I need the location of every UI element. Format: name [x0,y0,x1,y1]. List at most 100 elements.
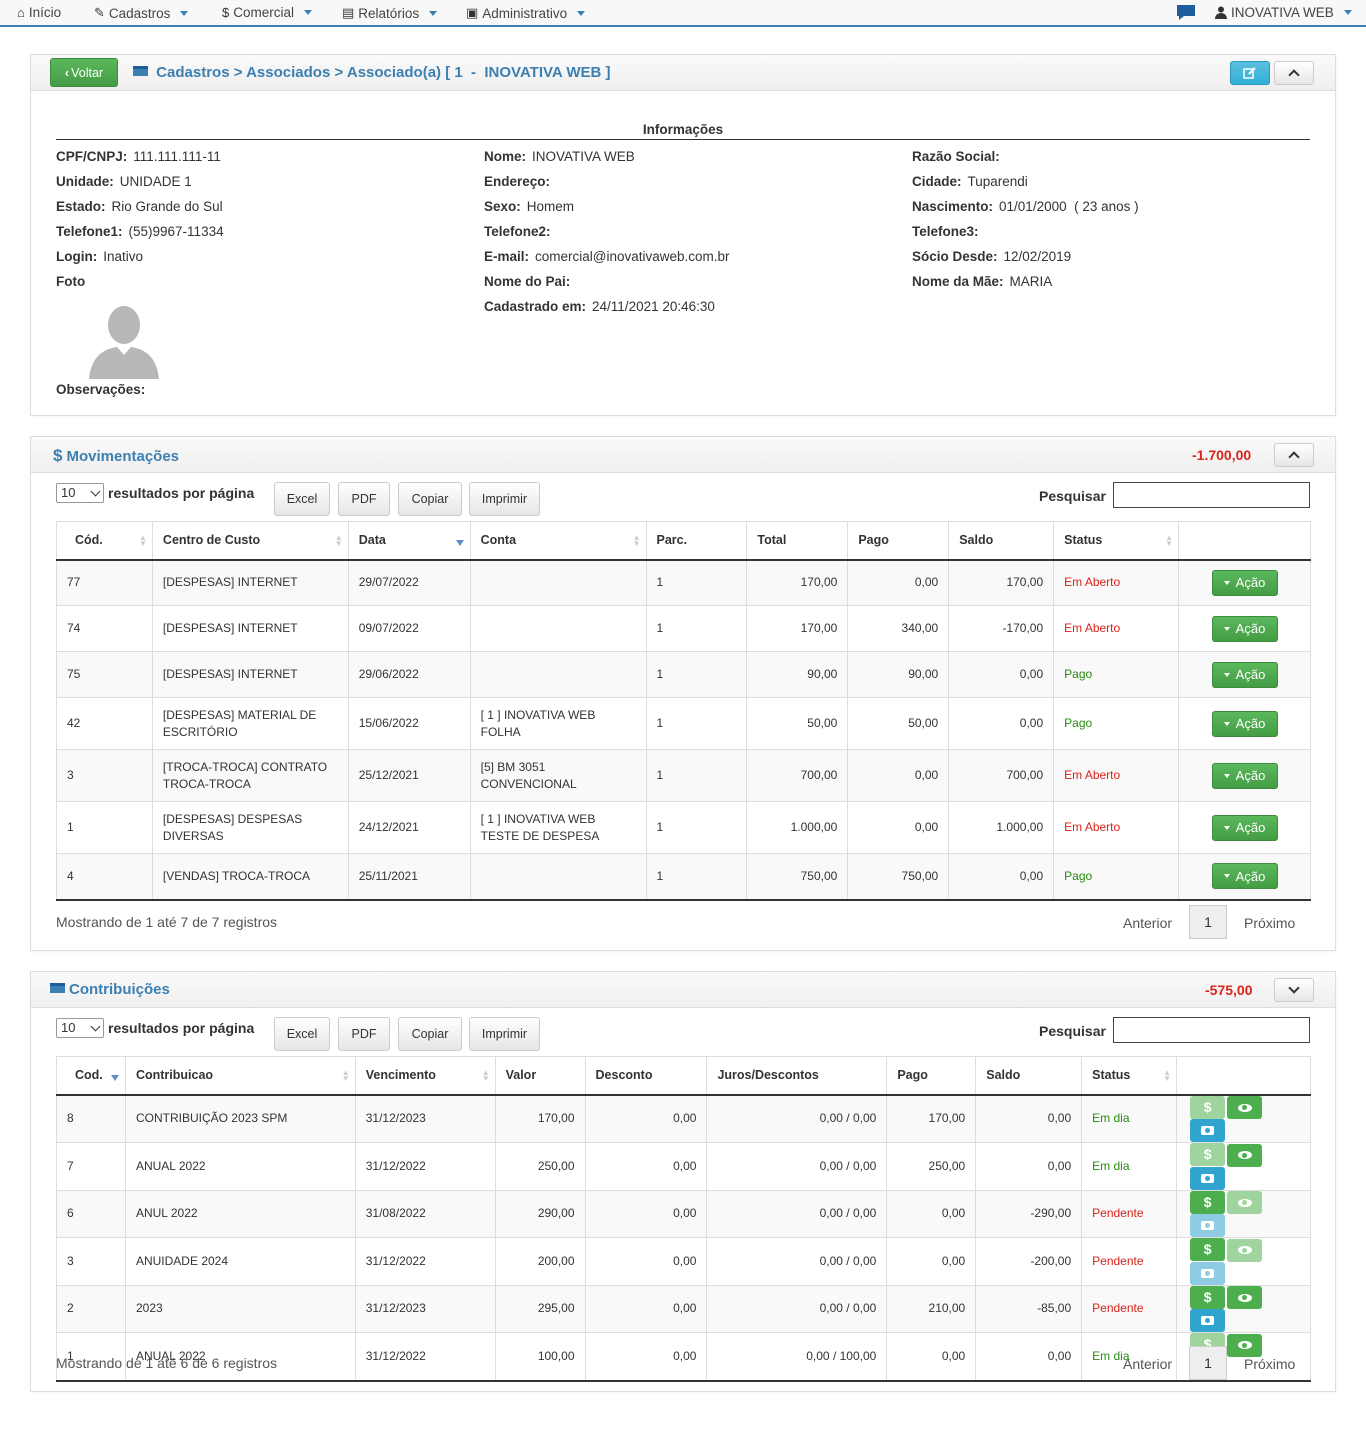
photo-button[interactable] [1190,1166,1226,1190]
collapse-button[interactable] [1274,61,1314,85]
breadcrumb-cadastros[interactable]: Cadastros [156,64,230,81]
edit-button[interactable] [1230,61,1270,85]
column-header[interactable]: Data [348,521,471,561]
pdf-button[interactable]: PDF [338,482,390,516]
view-button[interactable] [1227,1143,1263,1167]
messages-button[interactable] [1176,4,1196,22]
acao-button[interactable]: Ação [1211,661,1278,688]
column-header[interactable]: Status ▲ ▼ [1053,521,1179,561]
view-button[interactable] [1227,1191,1263,1214]
info-field: Sócio Desde: 12/02/2019 [912,249,1071,264]
table-row: 75 [DESPESAS] INTERNET 29/06/2022 1 90,00 90,… [56,651,1311,698]
pay-button[interactable]: $ [1190,1095,1226,1119]
column-header[interactable]: Status ▲ ▼ [1081,1056,1178,1096]
pay-button[interactable]: $ [1190,1190,1226,1214]
nav-cadastros[interactable]: ✎ Cadastros [94,5,189,21]
table-row: 74 [DESPESAS] INTERNET 09/07/2022 1 170,00 34… [56,605,1311,652]
acao-button[interactable]: Ação [1211,814,1278,841]
copy-button[interactable]: Copiar [398,482,462,516]
copy-button[interactable]: Copiar [398,1017,462,1051]
obs-label: Observações: [56,382,146,397]
acao-button[interactable]: Ação [1211,863,1278,890]
column-header[interactable]: Total [746,521,849,561]
column-header[interactable] [1178,521,1311,561]
acao-button[interactable]: Ação [1211,762,1278,789]
next-button[interactable]: Próximo [1244,1356,1296,1372]
column-header[interactable]: Vencimento ▲ ▼ [355,1056,496,1096]
info-field: Nome do Pai: [484,274,576,289]
cell-actions: $ [1176,1142,1311,1191]
photo-button[interactable] [1190,1309,1226,1332]
prev-button[interactable]: Anterior [1123,1356,1173,1372]
print-button[interactable]: Imprimir [469,1017,540,1051]
column-header[interactable] [1176,1056,1311,1096]
pdf-button[interactable]: PDF [338,1017,390,1051]
column-header[interactable]: Pago [886,1056,977,1096]
pay-button[interactable]: $ [1190,1238,1226,1261]
camera-icon [1201,1268,1215,1278]
column-header-label: Juros/Descontos [717,1068,819,1083]
print-button[interactable]: Imprimir [469,482,540,516]
nav-relatorios[interactable]: ▤ Relatórios [342,5,438,21]
page-1-button[interactable]: 1 [1189,905,1227,939]
nav-administrativo[interactable]: ▣ Administrativo [466,5,586,21]
column-header[interactable]: Parc. [646,521,748,561]
breadcrumb-associados[interactable]: Associados [246,64,331,81]
column-header[interactable]: Juros/Descontos [706,1056,888,1096]
excel-button[interactable]: Excel [274,1017,330,1051]
next-button[interactable]: Próximo [1244,915,1296,931]
column-header[interactable]: Cód. ▲ ▼ [56,521,153,561]
view-button[interactable] [1227,1286,1263,1309]
briefcase-icon: ▣ [466,5,479,20]
photo-button[interactable] [1190,1261,1226,1285]
per-page-value: 10 [61,1020,76,1035]
per-page-select[interactable]: 10 [56,1018,104,1038]
photo-button[interactable] [1190,1214,1226,1237]
search-input[interactable] [1113,482,1310,508]
acao-button[interactable]: Ação [1211,615,1278,642]
per-page-select[interactable]: 10 [56,483,104,503]
column-header[interactable]: Pago [847,521,950,561]
nav-inicio[interactable]: ⌂ Início [17,5,61,20]
caret-down-icon [1223,626,1230,631]
contribuicoes-collapse-button[interactable] [1274,978,1314,1002]
column-header-label: Cód. [75,533,103,548]
column-header[interactable]: Contribuicao ▲ ▼ [125,1056,356,1096]
user-menu[interactable]: INOVATIVA WEB [1215,5,1352,20]
column-header[interactable]: Saldo [975,1056,1083,1096]
info-field-value: 01/01/2000 ( 23 anos ) [999,199,1139,214]
info-field-label: Razão Social: [912,149,1000,164]
view-button[interactable] [1227,1333,1263,1357]
cell-data: 24/12/2021 [347,801,471,854]
prev-button[interactable]: Anterior [1123,915,1173,931]
pay-button[interactable]: $ [1190,1285,1226,1309]
column-header[interactable]: Valor [495,1056,586,1096]
column-header-label: Saldo [986,1068,1021,1083]
column-header[interactable]: Saldo [948,521,1055,561]
movimentacoes-collapse-button[interactable] [1274,443,1314,467]
column-header-label: Total [757,533,787,548]
column-header[interactable]: Desconto [585,1056,708,1096]
column-header-label: Valor [505,1068,537,1083]
breadcrumb-current: Associado(a) [ 1 - INOVATIVA WEB ] [346,64,611,81]
cell-cod: 77 [56,559,153,606]
cell-conta [469,559,647,606]
pay-button[interactable]: $ [1190,1143,1226,1166]
cell-status: Em Aberto [1053,559,1179,606]
nav-comercial[interactable]: $ Comercial [222,5,312,20]
column-header[interactable]: Conta ▲ ▼ [470,521,647,561]
page-1-button[interactable]: 1 [1189,1346,1227,1380]
search-input[interactable] [1113,1017,1310,1043]
excel-button[interactable]: Excel [274,482,330,516]
acao-button[interactable]: Ação [1211,569,1278,596]
photo-button[interactable] [1190,1119,1226,1142]
column-header[interactable]: Centro de Custo ▲ ▼ [152,521,349,561]
column-header[interactable]: Cod. [56,1056,126,1096]
view-button[interactable] [1227,1238,1263,1262]
cell-pago: 170,00 [886,1094,977,1143]
cell-saldo: 0,00 [948,853,1055,901]
acao-button[interactable]: Ação [1211,710,1278,737]
view-button[interactable] [1227,1096,1263,1119]
cell-saldo: 170,00 [948,559,1055,606]
back-button[interactable]: ‹ Voltar [50,58,118,87]
